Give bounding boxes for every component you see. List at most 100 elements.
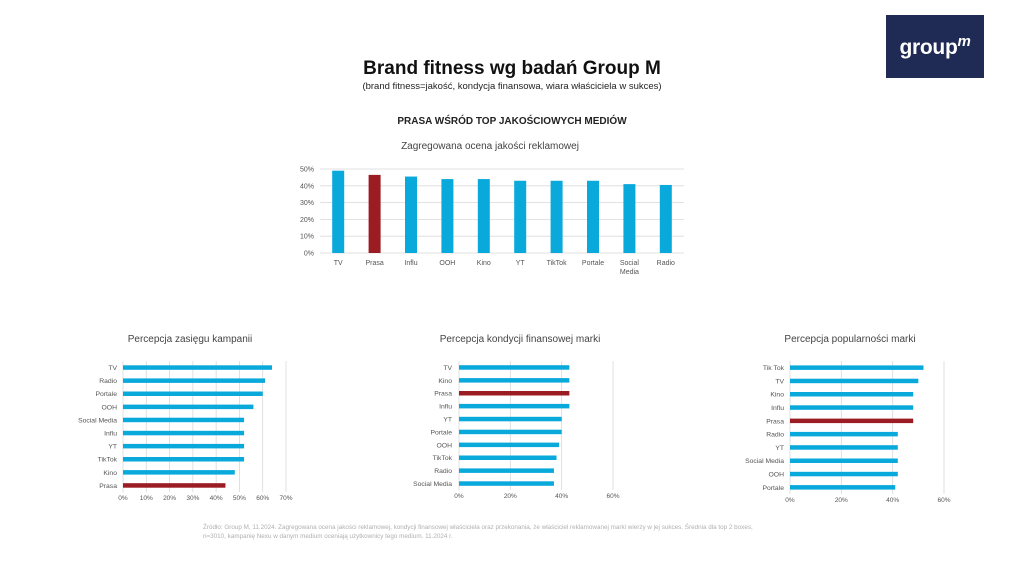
y-tick-label: 20%: [300, 217, 314, 224]
y-tick-label: Prasa: [99, 483, 117, 490]
chart-title-quality: Zagregowana ocena jakości reklamowej: [401, 141, 579, 152]
bar-tv: [459, 365, 570, 370]
bar-influ: [123, 430, 245, 436]
bar-influ: [405, 176, 417, 253]
x-tick-label: Influ: [404, 260, 417, 267]
bar-radio: [459, 468, 554, 473]
y-tick-label: TV: [108, 365, 117, 372]
y-tick-label: Portale: [430, 429, 452, 436]
x-tick-label: 10%: [140, 495, 153, 502]
bar-prasa: [368, 174, 381, 253]
bar-prasa: [790, 418, 914, 424]
bar-influ: [790, 405, 914, 410]
y-tick-label: Social Media: [745, 458, 784, 465]
y-tick-label: Influ: [771, 405, 784, 412]
bar-ooh: [123, 404, 254, 410]
bar-kino: [123, 470, 235, 475]
bar-influ: [459, 403, 570, 409]
y-tick-label: Social Media: [78, 417, 117, 424]
bar-portale: [790, 485, 896, 490]
bar-tv: [790, 378, 919, 384]
x-tick-label: 0%: [118, 495, 128, 502]
x-tick-label: Social: [620, 260, 640, 267]
y-tick-label: TV: [775, 378, 784, 385]
groupm-logo: groupm: [886, 15, 984, 78]
x-tick-label: Prasa: [365, 260, 383, 267]
x-tick-label: YT: [516, 260, 526, 267]
bar-prasa: [459, 391, 570, 396]
x-tick-label: 50%: [233, 495, 246, 502]
y-tick-label: Prasa: [434, 391, 452, 398]
bar-yt: [790, 445, 898, 450]
x-tick-label: 40%: [555, 493, 568, 500]
x-tick-label: TV: [334, 260, 343, 267]
y-tick-label: YT: [775, 445, 784, 452]
bar-portale: [587, 180, 599, 253]
y-tick-label: Influ: [439, 404, 452, 411]
y-tick-label: 10%: [300, 234, 314, 241]
chart-title-finance: Percepcja kondycji finansowej marki: [439, 334, 601, 345]
x-tick-label: Media: [620, 269, 639, 276]
y-tick-label: Social Media: [413, 481, 452, 488]
x-tick-label: 40%: [886, 497, 899, 504]
bar-ooh: [441, 179, 454, 253]
y-tick-label: TV: [443, 365, 452, 372]
y-tick-label: YT: [443, 416, 452, 423]
bar-ooh: [459, 442, 560, 448]
y-tick-label: Kino: [770, 392, 784, 399]
y-tick-label: YT: [108, 444, 117, 451]
y-tick-label: TikTok: [98, 457, 118, 464]
x-tick-label: 20%: [163, 495, 176, 502]
bar-yt: [459, 416, 562, 422]
logo-mark: m: [957, 33, 971, 50]
bar-radio: [659, 184, 672, 253]
bar-social-media: [790, 458, 898, 463]
bar-tik-tok: [790, 365, 924, 370]
bar-kino: [459, 378, 570, 383]
x-tick-label: 0%: [454, 493, 464, 500]
y-tick-label: Tik Tok: [763, 365, 785, 372]
x-tick-label: 60%: [256, 495, 269, 502]
y-tick-label: TikTok: [433, 455, 453, 462]
x-tick-label: TikTok: [547, 260, 567, 267]
bar-tv: [123, 365, 273, 370]
y-tick-label: 30%: [300, 200, 314, 207]
x-tick-label: 60%: [937, 497, 950, 504]
bar-radio: [123, 378, 266, 383]
y-tick-label: Radio: [434, 468, 452, 475]
y-tick-label: Radio: [766, 432, 784, 439]
x-tick-label: 40%: [210, 495, 223, 502]
x-tick-label: 70%: [279, 495, 292, 502]
y-tick-label: Radio: [99, 378, 117, 385]
x-tick-label: Kino: [477, 260, 491, 267]
bar-social-media: [623, 184, 636, 253]
page-title: Brand fitness wg badań Group M: [363, 58, 661, 79]
bar-tv: [332, 170, 345, 253]
x-tick-label: Radio: [657, 260, 675, 267]
bar-prasa: [123, 483, 226, 488]
bar-yt: [123, 443, 245, 449]
bar-tiktok: [550, 180, 563, 253]
x-tick-label: 20%: [835, 497, 848, 504]
section-heading: PRASA WŚRÓD TOP JAKOŚCIOWYCH MEDIÓW: [397, 116, 627, 127]
y-tick-label: Portale: [762, 485, 784, 492]
y-tick-label: OOH: [437, 442, 453, 449]
bar-portale: [459, 429, 562, 435]
chart-title-popularity: Percepcja popularności marki: [784, 334, 916, 345]
x-tick-label: 30%: [186, 495, 199, 502]
y-tick-label: 40%: [300, 183, 314, 190]
bar-tiktok: [123, 457, 245, 462]
y-tick-label: Kino: [103, 470, 117, 477]
bar-yt: [514, 180, 527, 253]
bar-ooh: [790, 471, 898, 477]
y-tick-label: Influ: [104, 430, 117, 437]
x-tick-label: OOH: [439, 260, 455, 267]
source-note: Źródło: Group M, 11.2024. Zagregowana oc…: [203, 524, 753, 540]
x-tick-label: 60%: [606, 493, 619, 500]
y-tick-label: 0%: [304, 251, 314, 258]
logo-text: group: [899, 36, 958, 59]
